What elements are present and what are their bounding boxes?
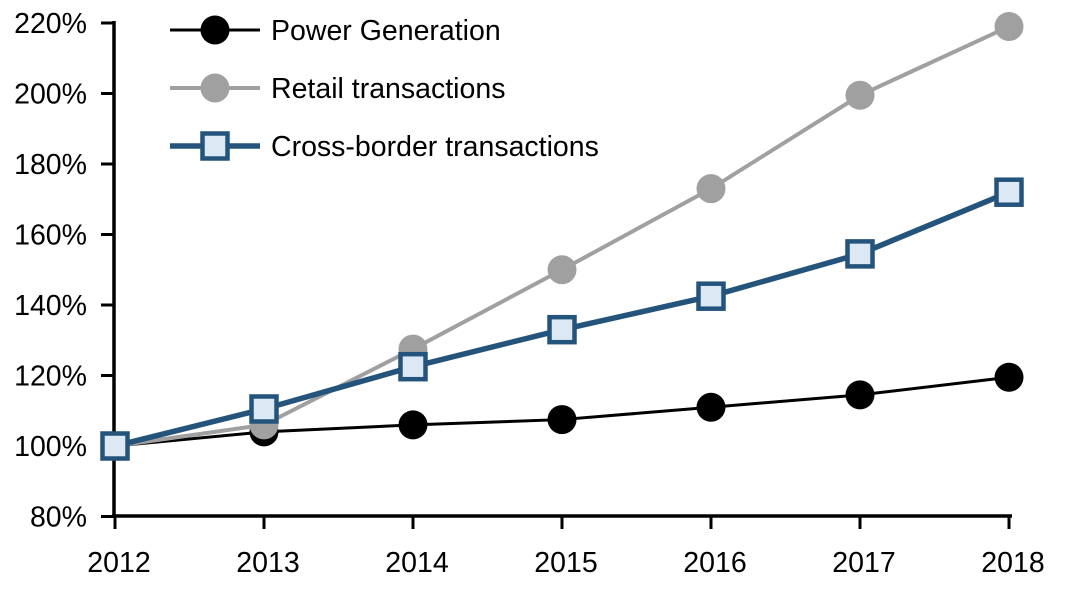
data-point-cross-border-transactions-2018 xyxy=(994,177,1024,207)
y-axis-label: 180% xyxy=(14,149,87,181)
legend-item-retail-transactions: Retail transactions xyxy=(170,73,505,105)
legend-marker-circle xyxy=(200,73,230,103)
y-axis-label: 120% xyxy=(14,361,87,393)
data-point-retail-transactions-2015 xyxy=(547,255,577,285)
data-point-power-generation-2018 xyxy=(994,362,1024,392)
legend-label: Cross-border transactions xyxy=(271,131,599,163)
x-axis-label: 2015 xyxy=(534,547,597,579)
x-axis-label: 2013 xyxy=(236,547,299,579)
data-point-cross-border-transactions-2016 xyxy=(696,281,726,311)
x-axis-label: 2016 xyxy=(683,547,746,579)
x-axis-label: 2014 xyxy=(385,547,449,579)
data-point-power-generation-2014 xyxy=(398,410,428,440)
data-point-retail-transactions-2017 xyxy=(845,80,875,110)
series-power-generation xyxy=(100,362,1024,461)
x-axis-label: 2012 xyxy=(87,547,150,579)
series-cross-border-transactions xyxy=(100,177,1024,461)
y-axis-label: 80% xyxy=(30,502,87,534)
data-point-power-generation-2015 xyxy=(547,405,577,435)
y-axis-label: 160% xyxy=(14,220,87,252)
data-point-cross-border-transactions-2013 xyxy=(249,394,279,424)
data-point-retail-transactions-2018 xyxy=(994,12,1024,42)
data-point-retail-transactions-2016 xyxy=(696,174,726,204)
legend-marker-square xyxy=(200,131,230,161)
x-axis-label: 2017 xyxy=(832,547,895,579)
x-axis-label: 2018 xyxy=(981,547,1044,579)
data-point-power-generation-2017 xyxy=(845,380,875,410)
data-point-cross-border-transactions-2012 xyxy=(100,431,130,461)
y-axis-label: 220% xyxy=(14,8,87,40)
data-point-cross-border-transactions-2017 xyxy=(845,239,875,269)
legend-label: Retail transactions xyxy=(271,73,505,105)
data-point-cross-border-transactions-2014 xyxy=(398,351,428,382)
data-point-power-generation-2016 xyxy=(696,392,726,422)
y-axis-label: 200% xyxy=(14,79,87,111)
legend-item-cross-border-transactions: Cross-border transactions xyxy=(170,131,599,163)
data-point-cross-border-transactions-2015 xyxy=(547,314,577,345)
y-axis-label: 140% xyxy=(14,290,87,322)
y-axis-label: 100% xyxy=(14,431,87,463)
legend: Power Generation Retail transactions Cross… xyxy=(170,15,599,163)
legend-item-power-generation: Power Generation xyxy=(170,15,501,47)
legend-label: Power Generation xyxy=(271,15,501,47)
legend-marker-circle xyxy=(200,15,230,45)
